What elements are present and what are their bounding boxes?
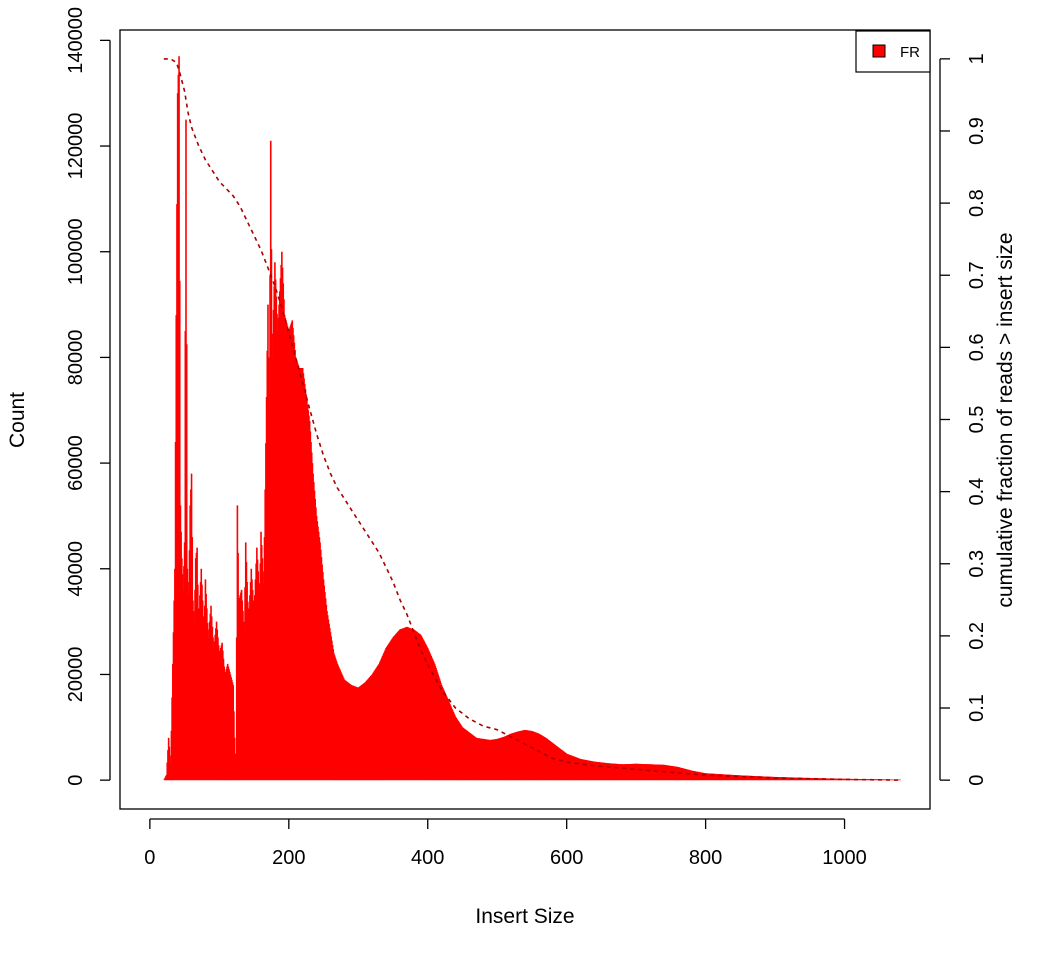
y2-tick-label: 0.9 [966,117,988,145]
y-tick-label: 40000 [65,541,87,597]
x-tick-label: 200 [272,847,305,869]
legend-swatch-fr [872,44,886,58]
y2-tick-label: 0.7 [966,261,988,289]
y2-tick-label: 0.2 [966,622,988,650]
y2-tick-label: 0.8 [966,189,988,217]
y-tick-label: 0 [65,775,87,786]
y-tick-label: 140000 [65,7,87,74]
x-axis: 0 200 400 600 800 1000 [144,818,867,869]
y-tick-label: 20000 [65,647,87,703]
y2-tick-label: 1 [966,53,988,64]
x-tick-label: 800 [689,847,722,869]
y2-tick-label: 0.4 [966,478,988,506]
x-tick-label: 600 [550,847,583,869]
legend-box [855,30,931,73]
y2-tick-label: 0.5 [966,406,988,434]
y2-tick-label: 0.3 [966,550,988,578]
y2-axis-title: cumulative fraction of reads > insert si… [994,232,1017,607]
y-tick-label: 60000 [65,435,87,491]
x-tick-label: 1000 [822,847,867,869]
plot-frame [119,29,931,810]
y-axis-title: Count [6,392,29,448]
legend-label-fr: FR [900,44,920,61]
y2-tick-label: 0.1 [966,694,988,722]
x-tick-label: 400 [411,847,444,869]
histogram-bars [163,56,901,781]
y-tick-label: 80000 [65,330,87,386]
y-axis-right: 0 0.1 0.2 0.3 0.4 0.5 0.6 0.7 0.8 0.9 1 [939,53,988,786]
y2-tick-label: 0 [966,775,988,786]
y-tick-label: 120000 [65,113,87,180]
y2-tick-label: 0.6 [966,333,988,361]
y-axis-left: 0 20000 40000 60000 80000 100000 120000 140000 [65,7,111,786]
x-tick-label: 0 [144,847,155,869]
legend: FR [855,30,931,73]
x-axis-title: Insert Size [475,905,574,928]
y-tick-label: 100000 [65,218,87,285]
